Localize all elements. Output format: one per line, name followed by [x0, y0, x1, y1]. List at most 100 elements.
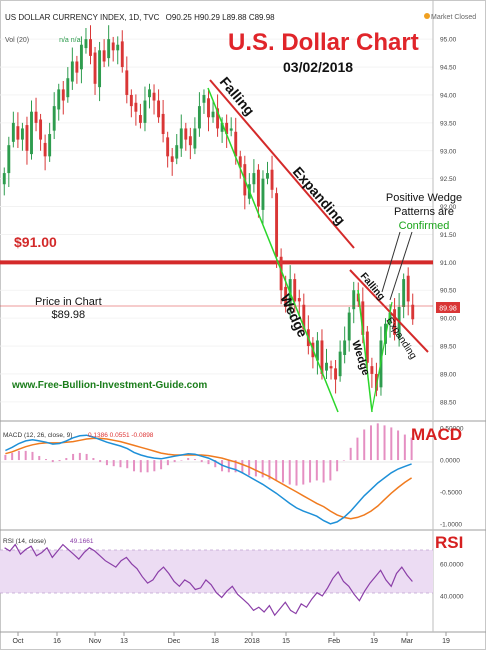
- last-price-tag: [436, 302, 460, 313]
- macd-histogram-bar: [24, 450, 27, 461]
- note-line-2: Patterns are: [394, 206, 454, 218]
- candle-body: [216, 108, 220, 129]
- macd-histogram-bar: [72, 453, 75, 461]
- macd-histogram-bar: [38, 455, 41, 461]
- market-closed-dot: [424, 13, 430, 19]
- macd-histogram-bar: [51, 460, 54, 463]
- candle-body: [75, 61, 79, 73]
- candle-body: [402, 279, 406, 307]
- macd-panel-label: MACD: [411, 425, 462, 444]
- candle-body: [152, 92, 156, 101]
- candle-body: [197, 106, 201, 129]
- price-axis-label: 94.50: [440, 65, 457, 72]
- candle-body: [343, 340, 347, 355]
- candle-body: [107, 39, 111, 59]
- time-axis-label: 2018: [244, 638, 260, 645]
- price-axis-label: 90.00: [440, 316, 457, 323]
- macd-histogram: [4, 423, 413, 486]
- candle-body: [347, 312, 351, 341]
- macd-histogram-bar: [180, 460, 183, 461]
- macd-histogram-bar: [288, 460, 291, 485]
- candle-body: [129, 94, 133, 107]
- candle-body: [61, 89, 65, 101]
- macd-histogram-bar: [241, 460, 244, 474]
- candle-body: [361, 301, 365, 335]
- chart-date: 03/02/2018: [283, 59, 354, 75]
- macd-axis-label: -1.0000: [440, 521, 462, 528]
- symbol-line: US DOLLAR CURRENCY INDEX, 1D, TVC: [5, 13, 160, 22]
- price-axis: 95.00 94.50 94.00 93.50 93.00 92.50 92.00 91.50…: [440, 37, 457, 407]
- rsi-panel-label: RSI: [435, 533, 464, 552]
- macd-histogram-bar: [268, 460, 271, 480]
- macd-histogram-bar: [4, 454, 7, 461]
- volume-header: Vol (20) n/a n/a: [5, 37, 81, 44]
- candle-body: [374, 373, 378, 391]
- time-axis-label: 16: [53, 638, 61, 645]
- macd-axis-label: 0.50000: [440, 426, 464, 433]
- candle-body: [16, 126, 20, 140]
- candle-body: [252, 173, 256, 185]
- candle-body: [284, 286, 288, 307]
- price-axis-label: 93.00: [440, 148, 457, 155]
- macd-histogram-bar: [214, 460, 217, 468]
- macd-histogram-bar: [403, 434, 406, 461]
- candle-body: [211, 111, 215, 118]
- macd-histogram-bar: [390, 427, 393, 461]
- time-axis-label: 13: [120, 638, 128, 645]
- candle-body: [275, 193, 279, 257]
- candle-body: [175, 145, 179, 159]
- candle-body: [365, 331, 369, 363]
- price-axis-label: 92.50: [440, 176, 457, 183]
- falling-expanding-small-line: [349, 269, 429, 353]
- candle-body: [320, 340, 324, 374]
- macd-line: [5, 434, 412, 525]
- candle-body: [11, 122, 15, 142]
- candle-body: [234, 131, 238, 157]
- candle-body: [2, 173, 6, 185]
- macd-header: MACD (12, 26, close, 9): [3, 432, 72, 439]
- candle-body: [116, 44, 120, 51]
- candle-body: [179, 128, 183, 149]
- macd-histogram-bar: [119, 460, 122, 468]
- candle-body: [188, 136, 192, 146]
- macd-histogram-bar: [99, 460, 102, 463]
- candle-body: [297, 298, 301, 302]
- candle-body: [384, 323, 387, 344]
- price-label-line-1: Price in Chart: [35, 296, 102, 308]
- macd-histogram-bar: [17, 450, 20, 461]
- arrow-to-pattern: [389, 231, 413, 301]
- macd-axis-label: 0.0000: [440, 458, 460, 465]
- candle-body: [43, 142, 47, 157]
- macd-histogram-bar: [275, 460, 278, 481]
- candle-body: [25, 125, 29, 151]
- macd-histogram-bar: [356, 437, 359, 461]
- level-label: $91.00: [14, 234, 57, 250]
- candle-body: [30, 111, 33, 155]
- candle-body: [270, 169, 274, 190]
- positive-wedge-note: Positive Wedge Patterns are Confirmed: [372, 191, 476, 233]
- candle-body: [161, 113, 165, 135]
- macd-histogram-bar: [65, 458, 68, 461]
- candle-body: [352, 290, 356, 310]
- candle-body: [406, 275, 410, 302]
- macd-histogram-bar: [207, 460, 210, 465]
- macd-histogram-bar: [78, 452, 81, 461]
- macd-histogram-bar: [302, 460, 305, 485]
- macd-histogram-bar: [85, 453, 88, 461]
- rsi-axis: 60.0000 40.0000: [440, 561, 464, 600]
- macd-histogram-bar: [139, 460, 142, 473]
- candle-body: [111, 42, 115, 51]
- candle-body: [120, 41, 124, 68]
- price-label-line-2: $89.98: [51, 309, 86, 321]
- macd-histogram-bar: [187, 458, 190, 461]
- macd-histogram-bar: [92, 458, 95, 461]
- candle-body: [279, 256, 283, 291]
- candle-body: [125, 70, 129, 95]
- candle-body: [411, 304, 415, 320]
- candle-body: [148, 89, 151, 98]
- macd-histogram-bar: [363, 429, 366, 461]
- price-axis-label: 89.50: [440, 344, 457, 351]
- macd-histogram-bar: [112, 460, 115, 467]
- macd-histogram-bar: [383, 425, 386, 461]
- rsi-line: [4, 543, 413, 617]
